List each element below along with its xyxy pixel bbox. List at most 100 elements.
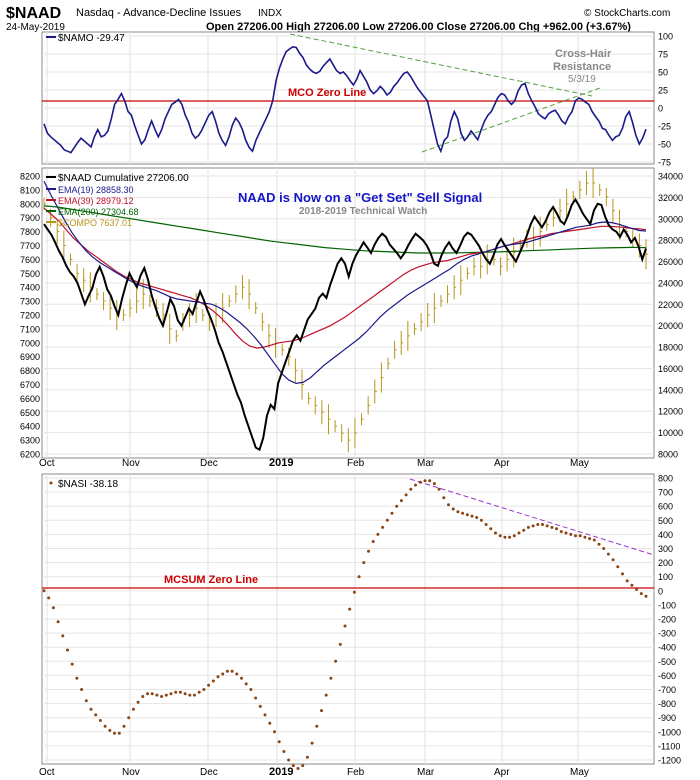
nasi-point (592, 538, 596, 542)
nasi-point (555, 527, 559, 531)
nasi-point (334, 659, 338, 663)
nasi-point (574, 534, 577, 538)
nasi-point (381, 525, 385, 529)
tick-label: 8000 (20, 199, 40, 209)
nasi-point (174, 690, 178, 694)
nasi-point (277, 740, 281, 744)
tick-label: -200 (658, 615, 676, 625)
nasi-point (428, 479, 432, 483)
nasi-point (348, 607, 352, 611)
ema19-line (43, 181, 647, 385)
tick-label: 7900 (20, 213, 40, 223)
nasi-point (51, 606, 55, 610)
nasi-point (414, 483, 417, 487)
tick-label: 8000 (658, 450, 678, 460)
nasi-point (258, 704, 262, 708)
nasi-point (235, 672, 239, 676)
tick-label: 10000 (658, 428, 683, 438)
nasi-point (362, 561, 366, 565)
namo-legend: $NAMO -29.47 (46, 33, 125, 44)
nasi-point (221, 672, 225, 676)
tick-label: -900 (658, 713, 676, 723)
nasi-point (395, 504, 399, 508)
month-label: Feb (347, 458, 365, 469)
tick-label: 0 (658, 586, 663, 596)
nasi-point (343, 624, 347, 628)
tick-label: 6300 (20, 436, 40, 446)
nasi-point (541, 523, 544, 526)
nasi-point (489, 527, 493, 531)
nasi-point (160, 695, 164, 698)
tick-label: -700 (658, 685, 676, 695)
nasi-point (338, 642, 342, 646)
nasi-point (447, 503, 450, 507)
tick-label: -1200 (658, 756, 681, 766)
nasi-point (61, 634, 65, 638)
tick-label: 300 (658, 544, 673, 554)
tick-label: -25 (658, 122, 671, 132)
nasi-point (113, 731, 116, 735)
chart-header: $NAAD Nasdaq - Advance-Decline Issues IN… (6, 5, 670, 33)
nasi-point (296, 767, 300, 770)
nasi-point (536, 523, 540, 526)
nasi-point (122, 724, 126, 728)
nasi-point (503, 535, 507, 539)
tick-label: -75 (658, 158, 671, 168)
tick-label: 22000 (658, 300, 683, 310)
nasi-point (498, 534, 502, 538)
tick-label: 100 (658, 572, 673, 582)
namo-resistance-trendline (289, 33, 593, 97)
tick-label: 200 (658, 558, 673, 568)
namo-legend-label: $NAMO -29.47 (58, 33, 125, 44)
month-label: Mar (417, 458, 435, 469)
nasi-point (494, 531, 497, 535)
symbol: $NAAD (6, 5, 61, 22)
nasi-point (597, 542, 601, 546)
nasi-point (376, 532, 380, 536)
nasi-point (508, 535, 512, 539)
nasi-point (569, 532, 573, 536)
nasi-point (131, 707, 135, 711)
nasi-point (273, 730, 276, 734)
tick-label: 7500 (20, 269, 40, 279)
nasi-point (564, 531, 568, 535)
tick-label: 50 (658, 68, 668, 78)
month-label: Apr (494, 767, 510, 778)
nasi-point (75, 676, 79, 680)
month-label: Apr (494, 458, 510, 469)
naad-legend: $NAAD Cumulative 27206.00 EMA(19) 28858.… (46, 173, 189, 228)
nasi-point (367, 549, 370, 553)
resistance-date: 5/3/19 (568, 74, 596, 85)
nasi-point (371, 540, 375, 543)
month-label: May (570, 458, 589, 469)
tick-label: 6700 (20, 380, 40, 390)
nasi-point (606, 552, 610, 556)
nasi-point (164, 693, 168, 697)
nasi-point (465, 513, 469, 517)
month-label: Nov (122, 767, 140, 778)
ema19-legend-label: EMA(19) 28858.30 (58, 185, 134, 195)
nasi-point (263, 713, 267, 717)
tick-label: 6200 (20, 450, 40, 460)
nasi-point (644, 594, 648, 598)
ema39-line (43, 207, 647, 349)
month-label: 2019 (269, 766, 293, 778)
nasi-point (197, 690, 201, 694)
nasi-point (531, 524, 535, 528)
nasi-point (169, 692, 173, 696)
nasi-axis: 800 700 600 500 400 300 200 100 0 -100 -200 -300 -40… (658, 474, 681, 766)
nasi-point (146, 692, 149, 696)
tick-label: 24000 (658, 278, 683, 288)
nasi-point (588, 537, 592, 541)
nasi-point (630, 583, 634, 587)
month-label: Dec (200, 767, 218, 778)
tick-label: -1100 (658, 741, 680, 751)
mco-zero-label: MCO Zero Line (288, 87, 366, 99)
tick-label: 7300 (20, 297, 40, 307)
tick-label: -50 (658, 140, 671, 150)
nasi-point (484, 523, 488, 526)
nasi-point (183, 692, 187, 696)
nasi-points (42, 479, 648, 770)
nasi-point (268, 721, 272, 725)
resistance-annotation: Resistance (553, 61, 611, 73)
